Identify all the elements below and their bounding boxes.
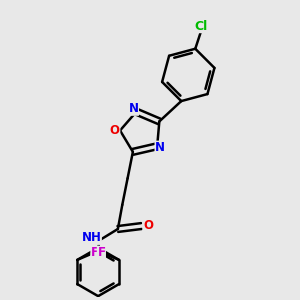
Text: O: O <box>143 219 153 232</box>
Text: NH: NH <box>81 231 101 244</box>
Text: O: O <box>110 124 120 137</box>
Text: N: N <box>155 141 165 154</box>
Text: F: F <box>98 246 105 259</box>
Text: F: F <box>91 246 99 259</box>
Text: Cl: Cl <box>195 20 208 33</box>
Text: N: N <box>128 102 139 115</box>
